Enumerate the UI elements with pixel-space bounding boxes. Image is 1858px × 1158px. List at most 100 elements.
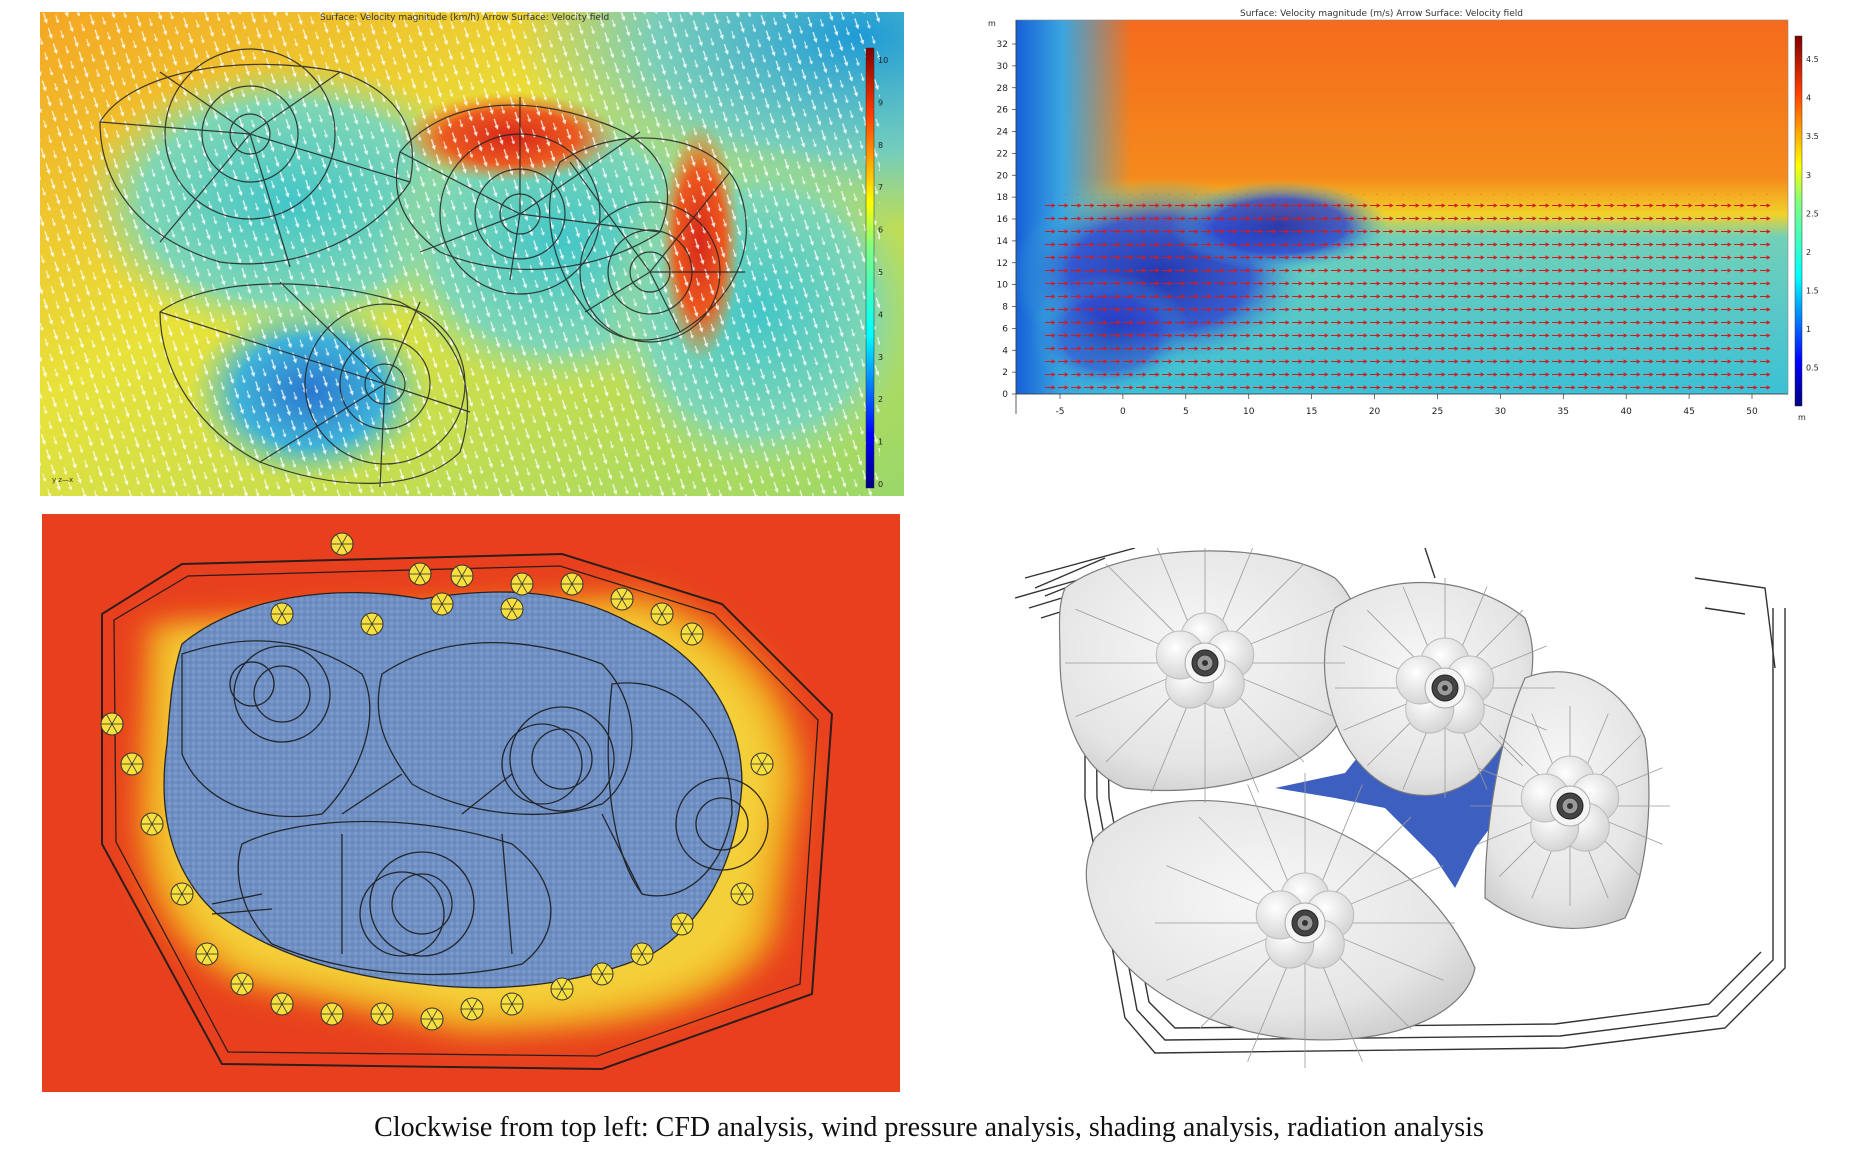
wind-y-unit: m <box>988 19 996 28</box>
wind-y-tick: 14 <box>997 237 1009 247</box>
skylight-flower <box>1155 612 1255 709</box>
velocity-arrow-field <box>1045 194 1772 394</box>
tree-symbol <box>320 1002 344 1026</box>
roof-openings <box>1155 612 1620 969</box>
wind-colorbar-tick: 2 <box>1806 248 1811 257</box>
cfd-colorbar-tick: 6 <box>878 226 883 235</box>
wind-y-tick: 30 <box>997 62 1009 72</box>
wind-x-tick: 5 <box>1183 407 1189 417</box>
cfd-colorbar <box>865 47 875 489</box>
site-trees <box>100 532 774 1031</box>
wind-x-tick: 40 <box>1620 407 1632 417</box>
shaded-zone <box>164 591 743 988</box>
tree-symbol <box>670 912 694 936</box>
wind-colorbar-tick: 3 <box>1806 171 1811 180</box>
site-plan-linework <box>101 552 834 1071</box>
wind-y-tick: 26 <box>997 106 1009 116</box>
skylight-flower <box>1255 872 1355 969</box>
tree-symbol <box>370 1002 394 1026</box>
wind-x-tick: 0 <box>1120 407 1126 417</box>
wind-y-tick: 16 <box>997 215 1009 225</box>
tree-symbol <box>230 972 254 996</box>
tree-symbol <box>408 562 432 586</box>
roof-outline-drawing <box>99 48 747 488</box>
wind-x-unit: m <box>1798 413 1806 422</box>
tree-symbol <box>460 997 484 1021</box>
wind-y-tick: 4 <box>1002 346 1008 356</box>
skylight-flower <box>1395 637 1495 734</box>
roof-canopies <box>1058 550 1650 1041</box>
wind-x-tick: 50 <box>1746 407 1758 417</box>
cfd-colorbar-tick: 5 <box>878 268 883 277</box>
wind-colorbar-tick: 2.5 <box>1806 209 1819 218</box>
tree-symbol <box>730 882 754 906</box>
wind-colorbar-tick: 1.5 <box>1806 286 1819 295</box>
tree-symbol <box>360 612 384 636</box>
wind-y-tick: 12 <box>997 259 1008 269</box>
tree-symbol <box>560 572 584 596</box>
tree-symbol <box>590 962 614 986</box>
cfd-colorbar-tick: 4 <box>878 310 883 319</box>
tree-symbol <box>270 992 294 1016</box>
tree-symbol <box>420 1007 444 1031</box>
wind-plot-title: Surface: Velocity magnitude (m/s) Arrow … <box>1240 9 1523 19</box>
wind-y-tick: 8 <box>1002 303 1008 313</box>
shading-analysis-panel <box>42 514 900 1092</box>
skylight-flower <box>1520 755 1620 852</box>
radiation-render <box>1014 548 1786 1068</box>
wind-colorbar-tick: 4 <box>1806 94 1811 103</box>
cfd-colorbar-tick: 0 <box>878 480 883 489</box>
wind-colorbar-tick: 0.5 <box>1806 363 1819 372</box>
tree-symbol <box>330 532 354 556</box>
figure-caption: Clockwise from top left: CFD analysis, w… <box>374 1112 1484 1143</box>
tree-symbol <box>500 992 524 1016</box>
wind-y-tick: 2 <box>1002 368 1008 378</box>
wind-y-tick: 32 <box>997 40 1008 50</box>
wind-x-tick: 25 <box>1432 407 1443 417</box>
wind-colorbar-tick: 3.5 <box>1806 132 1819 141</box>
wind-y-tick: 22 <box>997 149 1008 159</box>
tree-symbol <box>650 602 674 626</box>
tree-symbol <box>195 942 219 966</box>
wind-pressure-panel: 32 30 28 26 24 22 20 18 16 14 12 10 8 6 4 2 0 -5 0 5 10 15 20… <box>940 4 1820 514</box>
wind-y-tick: 6 <box>1002 324 1008 334</box>
wind-x-tick: 20 <box>1369 407 1381 417</box>
cfd-plot-title: Surface: Velocity magnitude (km/h) Arrow… <box>320 13 609 23</box>
tree-symbol <box>550 977 574 1001</box>
tree-symbol <box>680 622 704 646</box>
wind-x-tick: -5 <box>1056 407 1065 417</box>
wind-x-tick: 15 <box>1306 407 1317 417</box>
wind-x-tick: 10 <box>1243 407 1255 417</box>
wind-colorbar <box>1794 35 1803 407</box>
wind-y-tick: 24 <box>997 128 1009 138</box>
wind-colorbar-tick: 4.5 <box>1806 55 1819 64</box>
tree-symbol <box>170 882 194 906</box>
tree-symbol <box>510 572 534 596</box>
cfd-colorbar-tick: 10 <box>878 56 888 65</box>
wind-x-tick: 45 <box>1683 407 1694 417</box>
cfd-colorbar-tick: 2 <box>878 395 883 404</box>
cfd-colorbar-tick: 8 <box>878 141 883 150</box>
wind-x-tick: 35 <box>1558 407 1569 417</box>
roof-ribs <box>1065 548 1670 1068</box>
cfd-axis-triad: y z—x <box>52 476 73 484</box>
tree-symbol <box>100 712 124 736</box>
tree-symbol <box>120 752 144 776</box>
wind-y-tick: 0 <box>1002 390 1008 400</box>
cfd-colorbar-tick: 1 <box>878 438 883 447</box>
tree-symbol <box>610 587 634 611</box>
tree-symbol <box>140 812 164 836</box>
radiation-analysis-panel <box>1005 548 1805 1068</box>
cfd-colorbar-tick: 3 <box>878 353 883 362</box>
tree-symbol <box>430 592 454 616</box>
tree-symbol <box>450 564 474 588</box>
wind-colorbar-tick: 1 <box>1806 325 1811 334</box>
tree-symbol <box>630 942 654 966</box>
tree-symbol <box>750 752 774 776</box>
wind-y-tick: 20 <box>997 171 1009 181</box>
tree-symbol <box>500 597 524 621</box>
cfd-colorbar-tick: 9 <box>878 98 883 107</box>
wind-x-tick: 30 <box>1495 407 1507 417</box>
